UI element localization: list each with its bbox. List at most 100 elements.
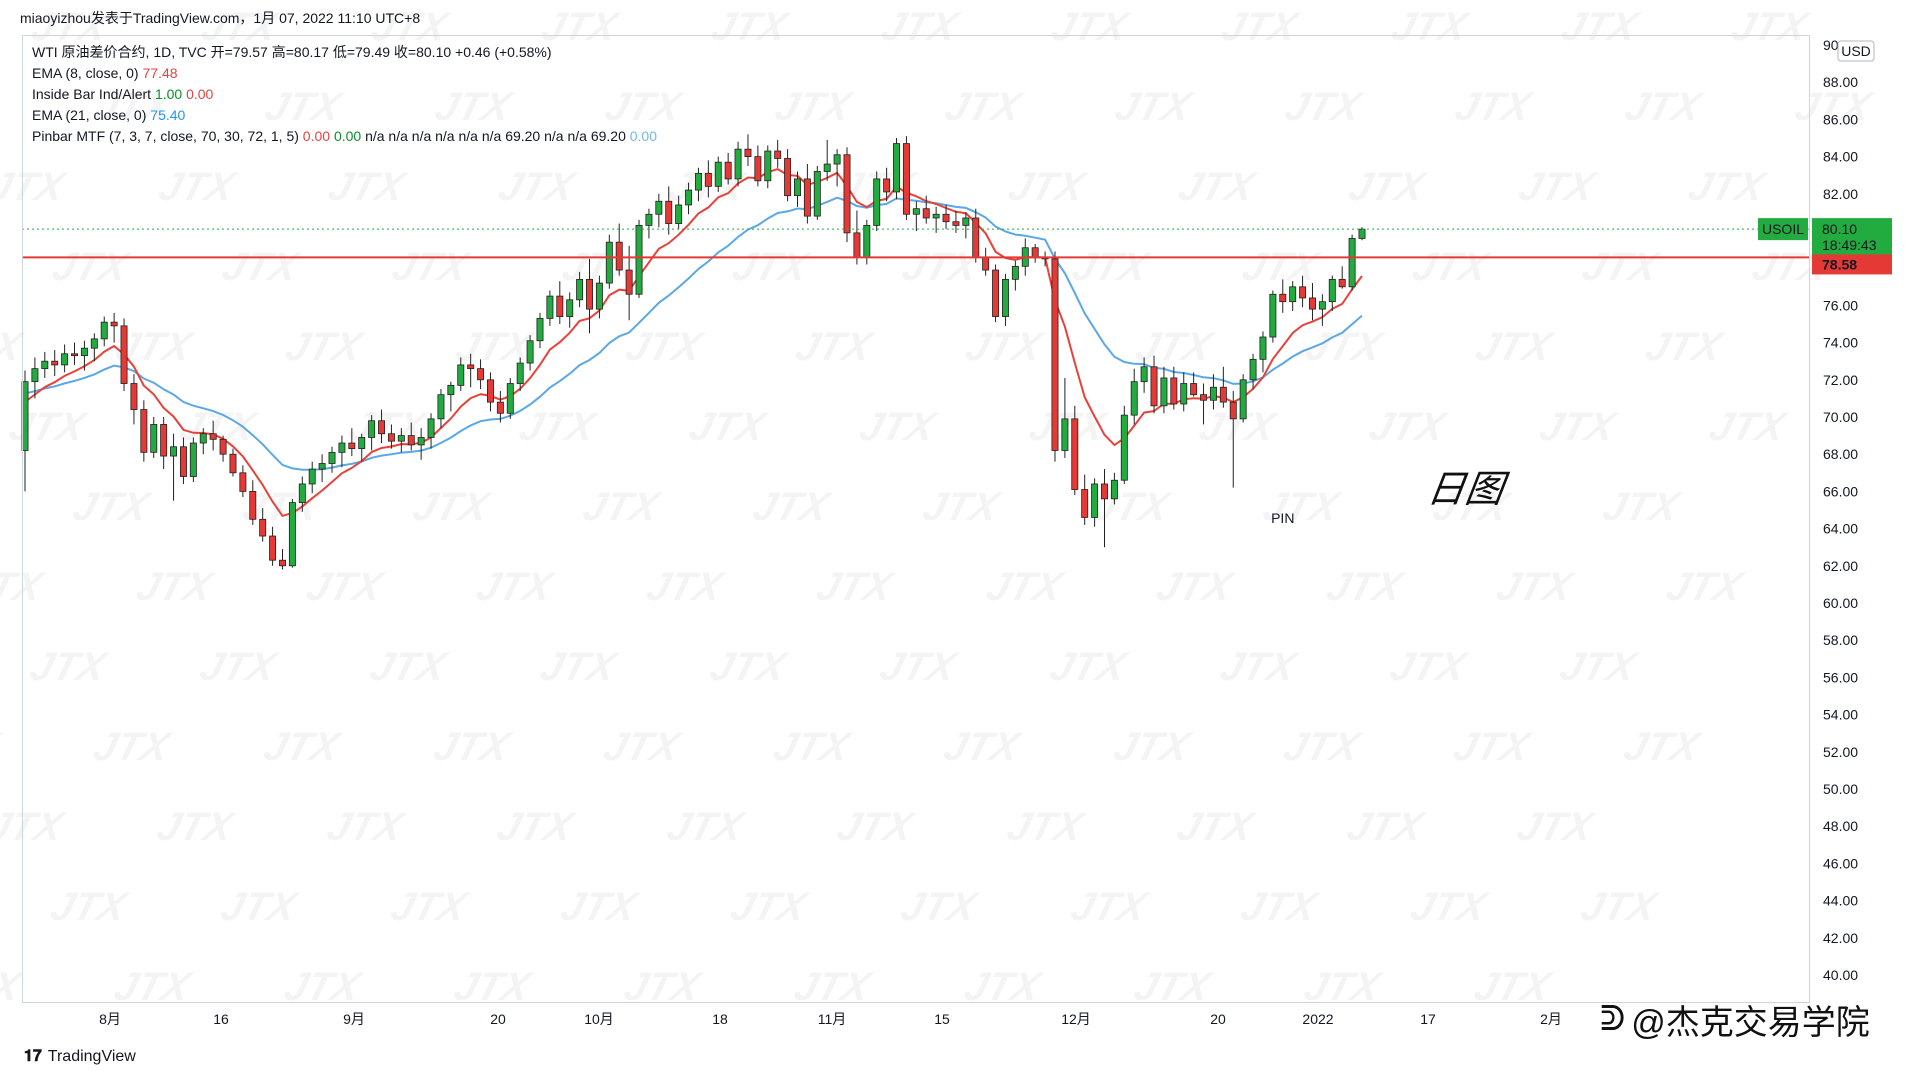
candle[interactable]	[1318, 294, 1326, 326]
candle[interactable]	[259, 508, 267, 542]
candle[interactable]	[288, 498, 296, 568]
candle[interactable]	[536, 312, 544, 349]
candle[interactable]	[457, 357, 465, 391]
candle[interactable]	[823, 139, 831, 181]
candle[interactable]	[665, 186, 673, 235]
candle[interactable]	[586, 258, 593, 334]
tradingview-brand[interactable]: 𝟏𝟕 TradingView	[24, 1048, 136, 1066]
candle[interactable]	[694, 167, 702, 202]
candle[interactable]	[813, 165, 821, 220]
candle[interactable]	[704, 160, 712, 198]
candle[interactable]	[605, 234, 613, 289]
candle[interactable]	[130, 374, 138, 425]
candle[interactable]	[229, 448, 237, 477]
candle[interactable]	[150, 417, 158, 458]
candle[interactable]	[516, 357, 524, 391]
candle[interactable]	[1180, 372, 1188, 412]
candle[interactable]	[1209, 374, 1217, 410]
candle[interactable]	[378, 409, 386, 444]
candle[interactable]	[645, 208, 653, 239]
candle[interactable]	[239, 465, 247, 497]
candle[interactable]	[308, 461, 316, 494]
candle[interactable]	[1101, 469, 1108, 548]
candle[interactable]	[368, 415, 376, 451]
candle[interactable]	[249, 480, 257, 525]
candle[interactable]	[417, 428, 425, 460]
candle[interactable]	[912, 201, 920, 231]
candle[interactable]	[794, 171, 801, 207]
candle[interactable]	[803, 164, 811, 224]
candle[interactable]	[615, 223, 623, 276]
candle[interactable]	[437, 389, 445, 429]
candle[interactable]	[942, 204, 950, 230]
candle[interactable]	[1071, 405, 1079, 496]
candle[interactable]	[51, 350, 59, 377]
candle[interactable]	[932, 206, 940, 233]
candle[interactable]	[774, 139, 782, 168]
candle[interactable]	[71, 342, 78, 365]
candle[interactable]	[1229, 390, 1237, 488]
candle[interactable]	[784, 149, 792, 202]
candle[interactable]	[447, 381, 455, 412]
candle[interactable]	[41, 351, 49, 378]
candle[interactable]	[358, 433, 366, 462]
candle[interactable]	[209, 420, 217, 451]
candle[interactable]	[487, 372, 494, 412]
candle[interactable]	[833, 149, 841, 187]
candle[interactable]	[467, 353, 475, 388]
candle[interactable]	[655, 193, 663, 228]
candle[interactable]	[1160, 366, 1168, 414]
candle[interactable]	[1338, 266, 1346, 289]
candle[interactable]	[1130, 368, 1138, 425]
candle[interactable]	[1219, 366, 1227, 408]
candle[interactable]	[1289, 281, 1297, 311]
legend-ema21-row[interactable]: EMA (21, close, 0) 75.40	[32, 105, 657, 126]
candle[interactable]	[100, 316, 108, 347]
candle[interactable]	[1190, 372, 1198, 397]
candle[interactable]	[1239, 374, 1247, 423]
candle[interactable]	[387, 424, 395, 449]
candle[interactable]	[348, 428, 356, 457]
candle[interactable]	[1110, 472, 1118, 505]
candle[interactable]	[1150, 355, 1158, 414]
candle[interactable]	[595, 275, 603, 319]
candle[interactable]	[269, 526, 277, 566]
symbol-tag[interactable]: USOIL	[1758, 218, 1808, 241]
candle[interactable]	[328, 446, 336, 473]
candle[interactable]	[1091, 478, 1099, 527]
candle[interactable]	[754, 145, 762, 187]
candle[interactable]	[992, 264, 1000, 323]
candle[interactable]	[1299, 275, 1307, 308]
candle[interactable]	[279, 549, 286, 570]
candle[interactable]	[635, 219, 643, 298]
candle[interactable]	[170, 433, 178, 501]
candle[interactable]	[140, 400, 148, 462]
candle[interactable]	[1120, 405, 1128, 484]
candle[interactable]	[744, 134, 752, 166]
candle[interactable]	[952, 210, 960, 233]
candle[interactable]	[1051, 251, 1059, 462]
candle[interactable]	[893, 138, 900, 200]
candle[interactable]	[1011, 260, 1019, 291]
candle[interactable]	[764, 145, 772, 189]
candle[interactable]	[90, 333, 98, 362]
legend-pinbar-row[interactable]: Pinbar MTF (7, 3, 7, close, 70, 30, 72, …	[32, 126, 657, 147]
candle[interactable]	[120, 318, 128, 391]
candle[interactable]	[110, 312, 118, 343]
currency-badge[interactable]: USD	[1837, 40, 1875, 62]
candle[interactable]	[1348, 234, 1356, 291]
candle[interactable]	[1061, 377, 1069, 458]
candle[interactable]	[962, 212, 970, 239]
candle[interactable]	[1279, 279, 1287, 313]
candle[interactable]	[318, 454, 326, 483]
candle[interactable]	[31, 357, 39, 399]
candle[interactable]	[883, 167, 891, 202]
candle[interactable]	[506, 377, 514, 419]
candle[interactable]	[80, 340, 88, 371]
candle[interactable]	[179, 437, 187, 484]
candle[interactable]	[407, 422, 415, 451]
candle[interactable]	[902, 136, 910, 220]
candle[interactable]	[556, 281, 564, 324]
legend-ema8-row[interactable]: EMA (8, close, 0) 77.48	[32, 63, 657, 84]
